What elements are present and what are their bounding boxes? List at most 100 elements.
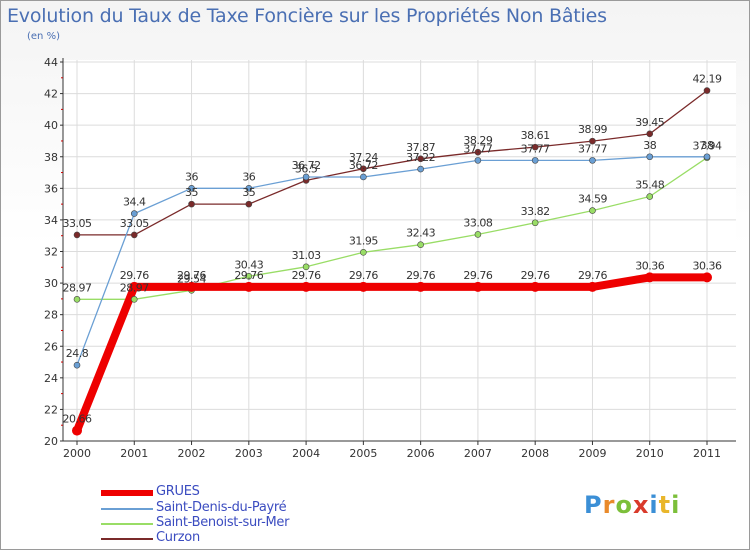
- y-tick-label: 32: [44, 246, 58, 259]
- data-point: [73, 231, 81, 239]
- x-tick-label: 2011: [693, 447, 721, 460]
- data-point: [589, 207, 596, 214]
- data-label: 29.76: [521, 269, 550, 282]
- data-label: 24.8: [66, 347, 89, 360]
- data-point: [589, 157, 596, 164]
- y-tick-label: 38: [44, 151, 58, 164]
- y-tick-label: 40: [44, 119, 58, 132]
- data-label: 31.03: [292, 249, 321, 262]
- x-tick-label: 2008: [521, 447, 549, 460]
- legend-swatch: [101, 508, 153, 510]
- data-point: [245, 272, 253, 280]
- data-label: 35.48: [635, 179, 664, 192]
- unit-label: (en %): [27, 31, 60, 42]
- data-point: [531, 143, 539, 151]
- data-point: [703, 87, 711, 94]
- proxiti-logo: Proxiti: [584, 491, 681, 519]
- data-point: [474, 148, 482, 156]
- y-tick-label: 20: [44, 435, 58, 448]
- data-point: [360, 173, 367, 181]
- data-label: 38.99: [578, 123, 607, 136]
- data-label: 36.5: [295, 162, 318, 175]
- series-line-grues: [73, 273, 711, 435]
- x-tick-label: 2000: [63, 447, 91, 460]
- data-label: 29.76: [120, 269, 149, 282]
- data-point: [358, 281, 369, 292]
- data-point: [360, 248, 367, 256]
- data-label: 37.77: [521, 142, 550, 155]
- data-point: [531, 157, 539, 164]
- legend-label: Curzon: [156, 530, 200, 545]
- data-point: [703, 153, 711, 161]
- data-point: [302, 263, 310, 271]
- data-label: 29.76: [292, 269, 321, 282]
- legend-label: Saint-Denis-du-Payré: [156, 500, 287, 515]
- data-label: 42.19: [693, 73, 722, 86]
- y-tick-label: 42: [44, 88, 58, 101]
- data-label: 38: [643, 139, 656, 152]
- data-label: 29.76: [406, 269, 435, 282]
- data-label: 29.76: [578, 269, 607, 282]
- data-point: [130, 210, 138, 217]
- data-label: 29.54: [177, 272, 206, 285]
- data-point: [130, 296, 138, 303]
- data-point: [474, 231, 482, 238]
- x-tick-label: 2003: [235, 447, 263, 460]
- data-point: [130, 231, 138, 239]
- data-point: [417, 241, 424, 249]
- data-label: 36.72: [292, 159, 321, 172]
- x-tick-label: 2005: [349, 447, 377, 460]
- legend-label: Saint-Benoist-sur-Mer: [156, 515, 290, 530]
- data-label: 37.87: [406, 141, 435, 154]
- data-point: [73, 361, 81, 369]
- data-point: [646, 193, 654, 200]
- data-point: [646, 153, 654, 161]
- data-label: 30.36: [693, 259, 722, 272]
- data-label: 29.76: [234, 269, 263, 282]
- x-tick-label: 2007: [464, 447, 492, 460]
- data-point: [644, 272, 655, 283]
- y-tick-label: 34: [44, 214, 58, 227]
- data-point: [587, 281, 598, 292]
- data-label: 37.24: [349, 151, 378, 164]
- data-label: 34.4: [123, 196, 146, 209]
- chart-title: Evolution du Taux de Taxe Foncière sur l…: [7, 5, 607, 27]
- data-label: 39.45: [635, 116, 664, 129]
- data-label: 33.82: [521, 205, 550, 218]
- data-label: 38: [701, 139, 714, 152]
- data-point: [360, 165, 367, 173]
- data-point: [302, 173, 310, 181]
- data-label: 37.22: [406, 151, 435, 164]
- x-tick-label: 2004: [292, 447, 320, 460]
- y-tick-label: 22: [44, 403, 58, 416]
- data-label: 31.95: [349, 234, 378, 247]
- data-label: 34.59: [578, 193, 607, 206]
- legend-swatch: [101, 523, 153, 525]
- data-label: 38.61: [521, 129, 550, 142]
- data-point: [474, 157, 482, 164]
- data-label: 36: [242, 170, 255, 183]
- data-point: [188, 185, 195, 192]
- data-point: [245, 200, 253, 208]
- y-tick-label: 30: [44, 277, 58, 290]
- data-point: [129, 281, 140, 292]
- data-label: 28.97: [63, 281, 92, 294]
- data-point: [646, 130, 654, 138]
- data-label: 36.72: [349, 159, 378, 172]
- series-line-saint-denis-du-payr-: [76, 156, 708, 366]
- data-point: [72, 425, 82, 436]
- legend-swatch: [101, 538, 153, 540]
- data-point: [472, 281, 483, 292]
- data-point: [188, 200, 195, 208]
- y-tick-label: 36: [44, 182, 58, 195]
- x-tick-label: 2002: [178, 447, 206, 460]
- x-tick-label: 2001: [120, 447, 148, 460]
- data-point: [415, 281, 426, 292]
- data-label: 35: [185, 186, 198, 199]
- x-tick-label: 2006: [407, 447, 435, 460]
- data-label: 30.36: [635, 259, 664, 272]
- data-label: 36: [185, 170, 198, 183]
- series-line-curzon: [76, 89, 708, 236]
- data-label: 29.76: [177, 269, 206, 282]
